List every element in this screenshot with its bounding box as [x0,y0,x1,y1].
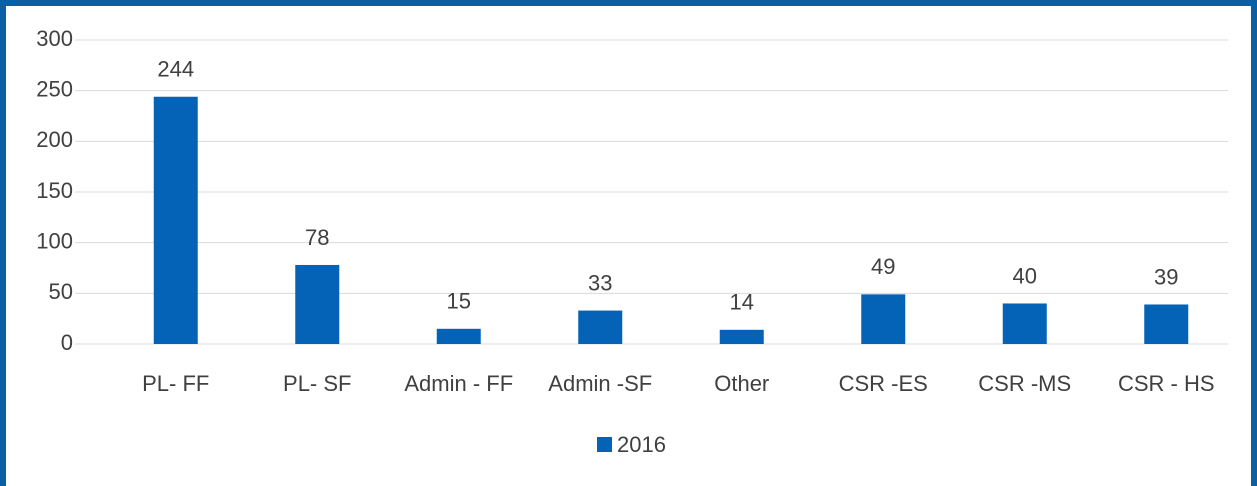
bar [1002,303,1047,344]
data-label: 14 [730,290,754,315]
data-label: 78 [305,225,329,250]
bar [578,310,623,344]
y-tick-label: 0 [61,330,73,355]
legend-swatch [597,437,612,452]
x-tick-label: CSR - HS [1118,371,1215,396]
data-label: 39 [1154,264,1178,289]
y-tick-label: 200 [36,127,73,152]
data-label: 33 [588,270,612,295]
x-tick-label: Other [714,371,769,396]
bar [295,264,340,344]
data-label: 244 [157,57,194,82]
data-label: 49 [871,254,895,279]
legend-label: 2016 [617,432,666,457]
bar [436,328,481,344]
x-tick-label: CSR -MS [978,371,1071,396]
bar [719,329,764,344]
y-tick-label: 250 [36,76,73,101]
y-tick-label: 300 [36,26,73,51]
y-tick-label: 50 [49,279,73,304]
x-tick-label: Admin -SF [548,371,652,396]
bar [1144,304,1189,344]
y-tick-label: 150 [36,178,73,203]
x-tick-label: Admin - FF [404,371,513,396]
data-label: 15 [447,289,471,314]
x-tick-label: PL- SF [283,371,351,396]
bar [153,96,198,344]
data-label: 40 [1013,263,1037,288]
x-tick-label: PL- FF [142,371,209,396]
y-tick-label: 100 [36,228,73,253]
x-tick-label: CSR -ES [839,371,928,396]
bar [861,294,906,344]
